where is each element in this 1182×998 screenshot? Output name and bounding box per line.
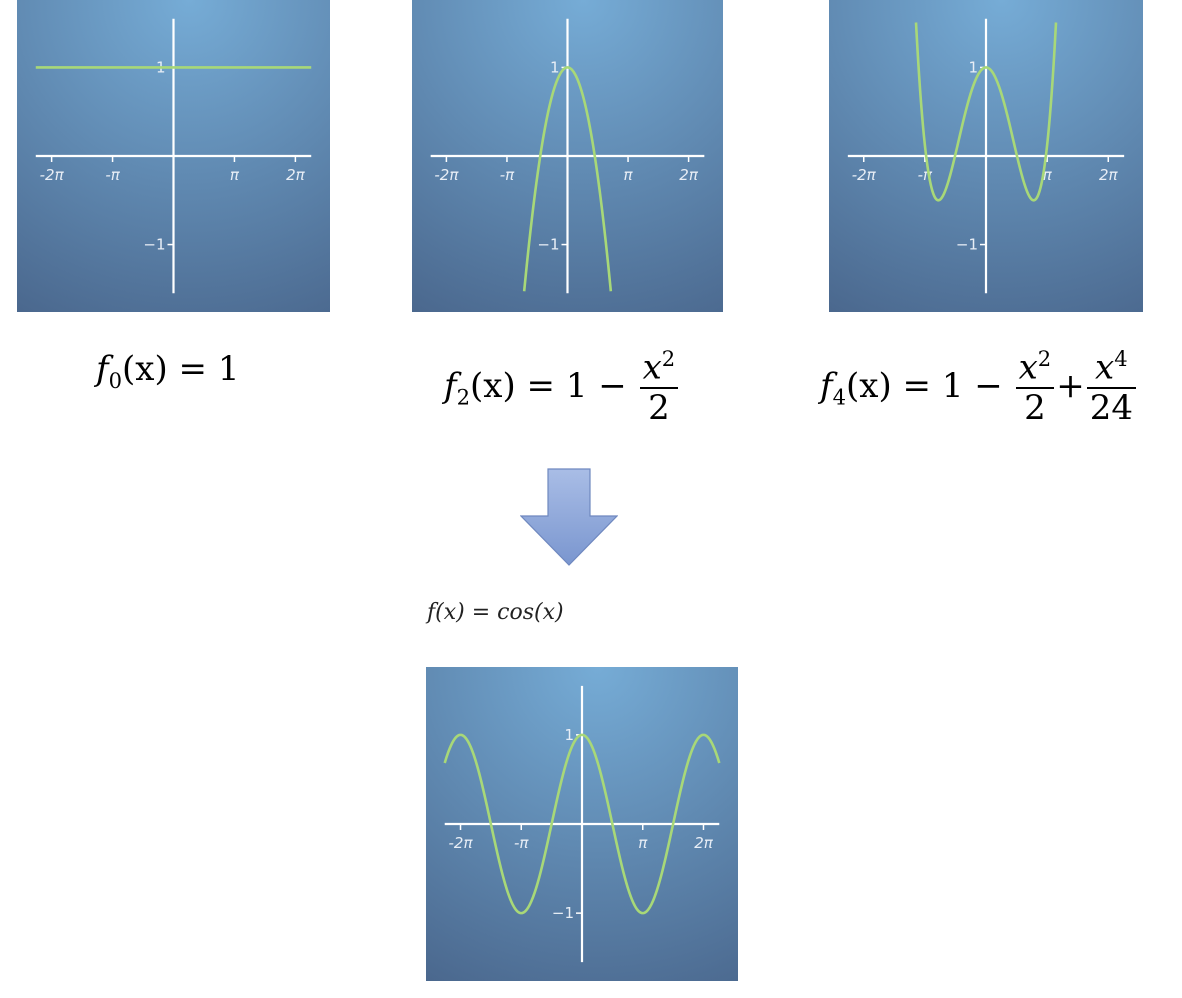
chart-panel-f2: -2π -π π 2π 1 −1	[412, 0, 723, 312]
y-tick-label: −1	[956, 236, 978, 254]
chart-cos: -2π -π π 2π 1 −1	[426, 667, 738, 981]
formula-f0-sub: 0	[108, 367, 123, 393]
series-line-f4	[914, 22, 1058, 202]
down-arrow-icon	[520, 468, 618, 566]
formula-f4-frac2-den: 24	[1089, 388, 1133, 429]
formula-cos: f(x) = cos(x)	[427, 600, 564, 625]
series-line-cos	[443, 733, 721, 915]
x-tick-label: π	[1043, 166, 1053, 184]
formula-f2-frac-sup: 2	[661, 346, 676, 371]
y-tick-label: −1	[537, 236, 559, 254]
formula-f4-sub: 4	[832, 384, 847, 410]
x-tick-label: -π	[105, 166, 120, 184]
chart-panel-f4: -2π -π π 2π 1 −1	[829, 0, 1143, 312]
formula-f4-frac1: x2 2	[1015, 346, 1055, 429]
formula-f4-lhs: f	[820, 365, 833, 406]
chart-panel-cos: -2π -π π 2π 1 −1	[426, 667, 738, 981]
formula-f2-frac-den: 2	[648, 388, 670, 429]
y-tick-label: 1	[564, 726, 574, 744]
x-tick-label: -π	[500, 166, 515, 184]
x-tick-label: 2π	[679, 166, 699, 184]
chart-f0: -2π -π π 2π1−1	[17, 0, 330, 312]
y-tick-label: −1	[552, 904, 574, 922]
formula-f4-frac2-sup: 4	[1114, 346, 1128, 371]
formula-f4-frac2: x4 24	[1086, 346, 1136, 429]
formula-f2-sub: 2	[456, 384, 471, 410]
formula-f2-lhs: f	[444, 365, 457, 406]
formula-f2-frac-num: x	[642, 347, 662, 388]
x-tick-label: 2π	[1099, 166, 1119, 184]
chart-f2: -2π -π π 2π 1 −1	[412, 0, 723, 312]
x-tick-label: -2π	[434, 166, 459, 184]
x-tick-label: 2π	[286, 166, 306, 184]
formula-f4-frac2-num: x	[1095, 347, 1115, 388]
x-tick-label: π	[230, 166, 240, 184]
x-tick-label: π	[624, 166, 634, 184]
formula-f2-frac: x2 2	[639, 346, 679, 429]
x-tick-label: -2π	[852, 166, 877, 184]
formula-f4: f4(x) = 1 − x2 2 + x4 24	[820, 346, 1138, 429]
formula-f2: f2(x) = 1 − x2 2	[444, 346, 680, 429]
formula-f2-arg: (x) = 1 −	[470, 365, 627, 406]
formula-f4-plus: +	[1056, 365, 1085, 406]
x-tick-label: 2π	[694, 834, 714, 852]
x-tick-label: π	[638, 834, 648, 852]
y-tick-label: 1	[550, 58, 560, 76]
formula-f4-frac1-sup: 2	[1037, 346, 1052, 371]
series-line-f2	[522, 66, 613, 292]
y-tick-label: 1	[968, 58, 978, 76]
chart-panel-f0: -2π -π π 2π 1 −1	[17, 0, 330, 312]
x-tick-label: -2π	[449, 834, 474, 852]
formula-f0: f0(x) = 1	[96, 352, 239, 391]
formula-f4-frac1-num: x	[1018, 347, 1038, 388]
y-tick-label: −1	[143, 236, 165, 254]
formula-f0-arg: (x) = 1	[122, 349, 240, 389]
x-tick-label: -π	[514, 834, 529, 852]
formula-f4-arg: (x) = 1 −	[846, 365, 1003, 406]
formula-f0-lhs: f	[96, 349, 109, 389]
chart-f4: -2π -π π 2π1−1	[829, 0, 1143, 312]
x-tick-label: -2π	[40, 166, 65, 184]
formula-f4-frac1-den: 2	[1024, 388, 1046, 429]
formula-cos-text: f(x) = cos(x)	[427, 600, 564, 625]
